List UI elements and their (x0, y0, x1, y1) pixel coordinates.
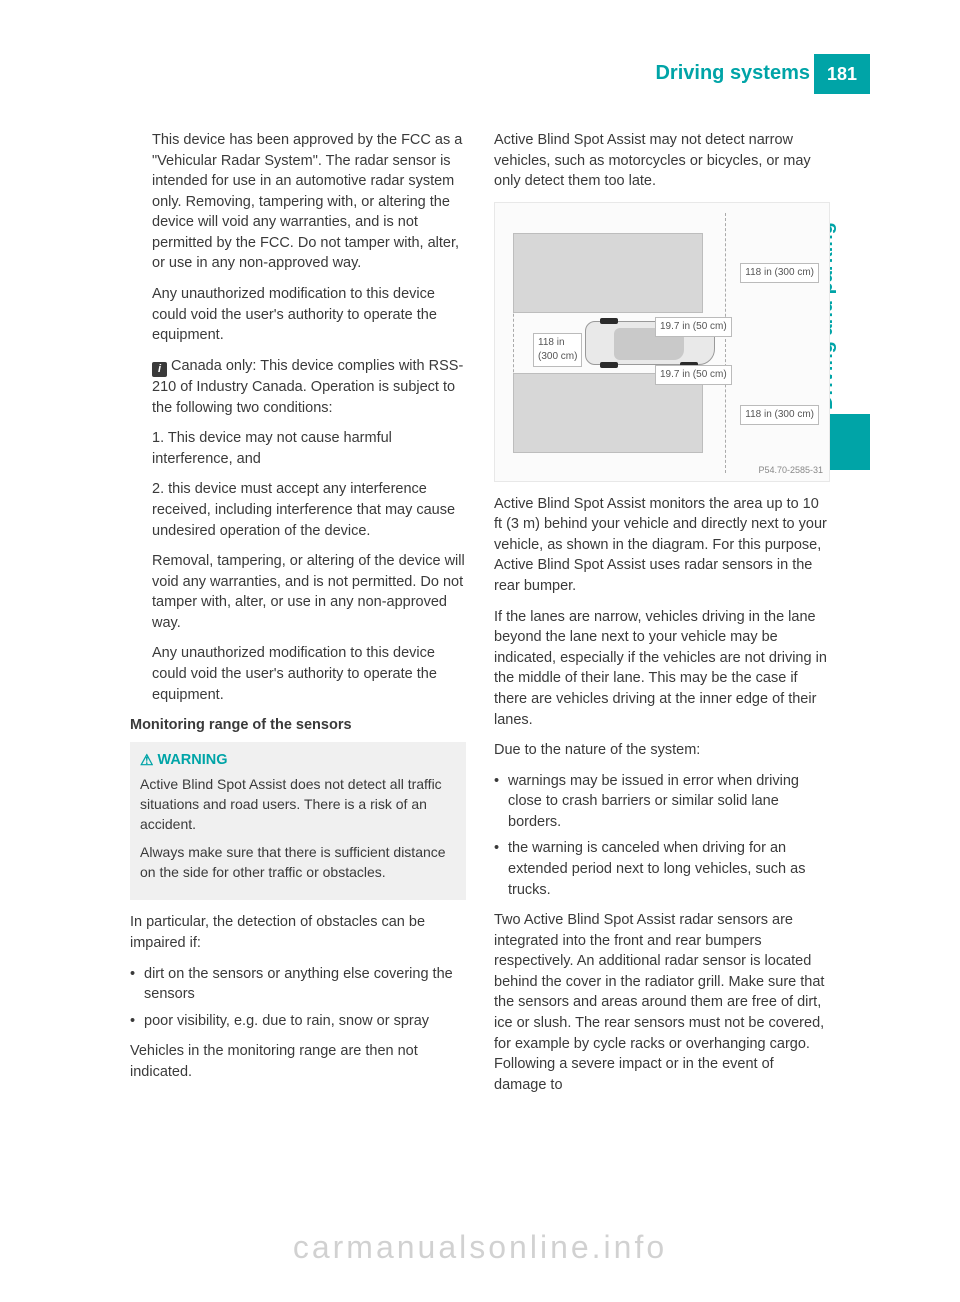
canada-paragraph: Any unauthorized modification to this de… (152, 643, 466, 705)
body-paragraph: Due to the nature of the system: (494, 740, 830, 761)
fcc-paragraph: This device has been approved by the FCC… (152, 130, 466, 274)
body-paragraph: Two Active Blind Spot Assist radar senso… (494, 910, 830, 1095)
page-content: This device has been approved by the FCC… (130, 130, 830, 1105)
fcc-paragraph: Any unauthorized modification to this de… (152, 284, 466, 346)
bullet-icon: • (494, 771, 508, 833)
bullet-icon: • (130, 1011, 144, 1032)
page-number: 181 (814, 54, 870, 94)
wheel-icon (600, 318, 618, 324)
diagram-code: P54.70-2585-31 (758, 464, 823, 477)
canada-intro-text: Canada only: This device complies with R… (152, 358, 463, 416)
warning-icon: ⚠ (140, 750, 153, 771)
bullet-text: poor visibility, e.g. due to rain, snow … (144, 1011, 429, 1032)
dimension-label: 118 in (300 cm) (740, 405, 819, 425)
dimension-label: 118 in (300 cm) (740, 263, 819, 283)
bullet-icon: • (130, 964, 144, 1005)
list-item: •poor visibility, e.g. due to rain, snow… (130, 1011, 466, 1032)
body-paragraph: If the lanes are narrow, vehicles drivin… (494, 607, 830, 730)
body-paragraph: Active Blind Spot Assist monitors the ar… (494, 494, 830, 597)
warning-label: WARNING (157, 752, 227, 768)
impaired-bullet-list: •dirt on the sensors or anything else co… (130, 964, 466, 1032)
nature-bullet-list: •warnings may be issued in error when dr… (494, 771, 830, 900)
warning-text: Active Blind Spot Assist does not detect… (140, 775, 456, 835)
wheel-icon (600, 362, 618, 368)
info-icon: i (152, 362, 167, 377)
list-item: •warnings may be issued in error when dr… (494, 771, 830, 833)
left-column: This device has been approved by the FCC… (130, 130, 466, 1105)
dimension-label: 19.7 in (50 cm) (655, 365, 732, 385)
canada-intro: iCanada only: This device complies with … (152, 356, 466, 418)
canada-condition: 1. This device may not cause harmful int… (152, 428, 466, 469)
sensor-range-diagram: 118 in (300 cm) 19.7 in (50 cm) 118 in (… (494, 202, 830, 482)
fcc-block: This device has been approved by the FCC… (130, 130, 466, 705)
dimension-line (725, 213, 726, 473)
bullet-text: dirt on the sensors or anything else cov… (144, 964, 466, 1005)
side-tab: Driving and parking (830, 170, 870, 470)
list-item: •the warning is canceled when driving fo… (494, 838, 830, 900)
right-intro: Active Blind Spot Assist may not detect … (494, 130, 830, 192)
canada-condition: 2. this device must accept any interfere… (152, 479, 466, 541)
side-tab-accent (830, 414, 870, 470)
list-item: •dirt on the sensors or anything else co… (130, 964, 466, 1005)
dimension-label: 19.7 in (50 cm) (655, 317, 732, 337)
impaired-outro: Vehicles in the monitoring range are the… (130, 1041, 466, 1082)
impaired-intro: In particular, the detection of obstacle… (130, 912, 466, 953)
canada-paragraph: Removal, tampering, or altering of the d… (152, 551, 466, 633)
dimension-label: 118 in (300 cm) (533, 333, 582, 367)
watermark: carmanualsonline.info (0, 1229, 960, 1266)
bullet-text: the warning is canceled when driving for… (508, 838, 830, 900)
warning-header: ⚠WARNING (140, 750, 456, 771)
right-column: Active Blind Spot Assist may not detect … (494, 130, 830, 1105)
detection-zone (513, 233, 703, 313)
warning-box: ⚠WARNING Active Blind Spot Assist does n… (130, 742, 466, 901)
section-title: Driving systems (655, 62, 810, 85)
warning-text: Always make sure that there is sufficien… (140, 843, 456, 883)
bullet-icon: • (494, 838, 508, 900)
bullet-text: warnings may be issued in error when dri… (508, 771, 830, 833)
page-header: Driving systems 181 (0, 54, 960, 94)
monitoring-heading: Monitoring range of the sensors (130, 715, 466, 736)
